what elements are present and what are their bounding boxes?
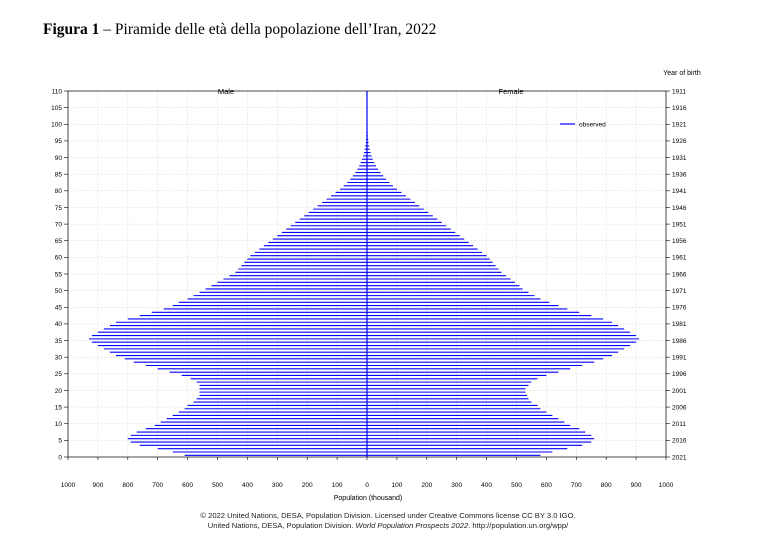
x-tick-label: 300 [451,482,462,489]
year-tick-label: 1971 [672,288,687,295]
pyramid-bars [88,91,640,457]
year-tick-label: 1956 [672,238,687,245]
age-tick-label: 40 [55,321,63,328]
year-tick-label: 2001 [672,388,687,395]
axes [64,90,670,460]
year-tick-label: 1926 [672,138,687,145]
year-tick-label: 1931 [672,155,687,162]
age-tick-label: 15 [55,404,63,411]
year-tick-label: 1936 [672,171,687,178]
year-tick-label: 1951 [672,221,687,228]
male-section-label: Male [218,87,234,96]
age-tick-label: 60 [55,255,63,262]
age-tick-label: 70 [55,221,63,228]
age-tick-label: 110 [52,88,63,95]
tick-labels: 1000 900 800 700 600 500 400 300 200 100 0 100 200 30… [51,88,687,489]
year-tick-label: 1986 [672,338,687,345]
age-tick-label: 80 [55,188,63,195]
age-tick-label: 75 [55,205,63,212]
footer-source: United Nations, DESA, Population Divisio… [0,521,776,531]
x-tick-label: 300 [272,482,283,489]
x-tick-label: 1000 [61,482,76,489]
age-tick-label: 5 [58,438,62,445]
year-tick-label: 2016 [672,438,687,445]
year-tick-label: 1981 [672,321,687,328]
year-tick-label: 1991 [672,354,687,361]
age-tick-label: 25 [55,371,63,378]
age-tick-label: 55 [55,271,63,278]
x-tick-label: 700 [571,482,582,489]
grid-lines [67,90,667,458]
year-tick-label: 2021 [672,454,687,461]
age-tick-label: 105 [51,105,62,112]
age-tick-label: 90 [55,155,63,162]
x-tick-label: 800 [122,482,133,489]
age-tick-label: 10 [55,421,63,428]
footer-license: © 2022 United Nations, DESA, Population … [200,511,576,520]
x-tick-label: 600 [541,482,552,489]
x-tick-label: 100 [391,482,402,489]
plot-frame [67,90,667,458]
figure-caption: Piramide delle età della popolazione del… [114,21,437,38]
year-tick-label: 1911 [672,88,686,95]
figure-separator: – [103,21,112,38]
age-tick-label: 65 [55,238,63,245]
age-tick-label: 35 [55,338,63,345]
year-tick-label: 1946 [672,205,687,212]
year-tick-label: 1996 [672,371,687,378]
x-tick-label: 900 [631,482,642,489]
x-tick-label: 700 [152,482,163,489]
x-tick-label: 200 [302,482,313,489]
year-tick-label: 2011 [672,421,686,428]
x-tick-label: 400 [242,482,253,489]
x-tick-label: 0 [365,482,369,489]
footer-source-suffix: . http://population.un.org/wpp/ [468,521,569,530]
x-axis-label: Population (thousand) [334,495,403,502]
age-tick-label: 50 [55,288,63,295]
x-tick-label: 900 [92,482,103,489]
year-tick-label: 1916 [672,105,687,112]
x-tick-label: 400 [481,482,492,489]
legend-label: observed [579,122,606,129]
age-tick-label: 0 [58,454,62,461]
year-tick-label: 1966 [672,271,687,278]
x-tick-label: 600 [182,482,193,489]
year-tick-label: 1976 [672,305,687,312]
age-tick-label: 95 [55,138,63,145]
footer-source-prefix: United Nations, DESA, Population Divisio… [207,521,356,530]
year-tick-label: 1961 [672,255,687,262]
year-tick-label: 1921 [672,122,687,129]
x-tick-label: 1000 [659,482,674,489]
age-tick-label: 100 [51,122,62,129]
x-tick-label: 800 [601,482,612,489]
age-tick-label: 30 [55,354,63,361]
year-tick-label: 2006 [672,404,687,411]
x-tick-label: 100 [332,482,343,489]
x-tick-label: 200 [421,482,432,489]
female-section-label: Female [498,87,523,96]
year-tick-label: 1941 [672,188,687,195]
x-tick-label: 500 [511,482,522,489]
age-tick-label: 45 [55,305,63,312]
footer-source-title: World Population Prospects 2022 [355,521,469,530]
figure-title: Figura 1 – Piramide delle età della popo… [43,21,436,39]
x-tick-label: 500 [212,482,223,489]
right-axis-label: Year of birth [663,70,701,77]
age-tick-label: 85 [55,171,63,178]
figure-number: Figura 1 [43,21,100,38]
age-tick-label: 20 [55,388,63,395]
